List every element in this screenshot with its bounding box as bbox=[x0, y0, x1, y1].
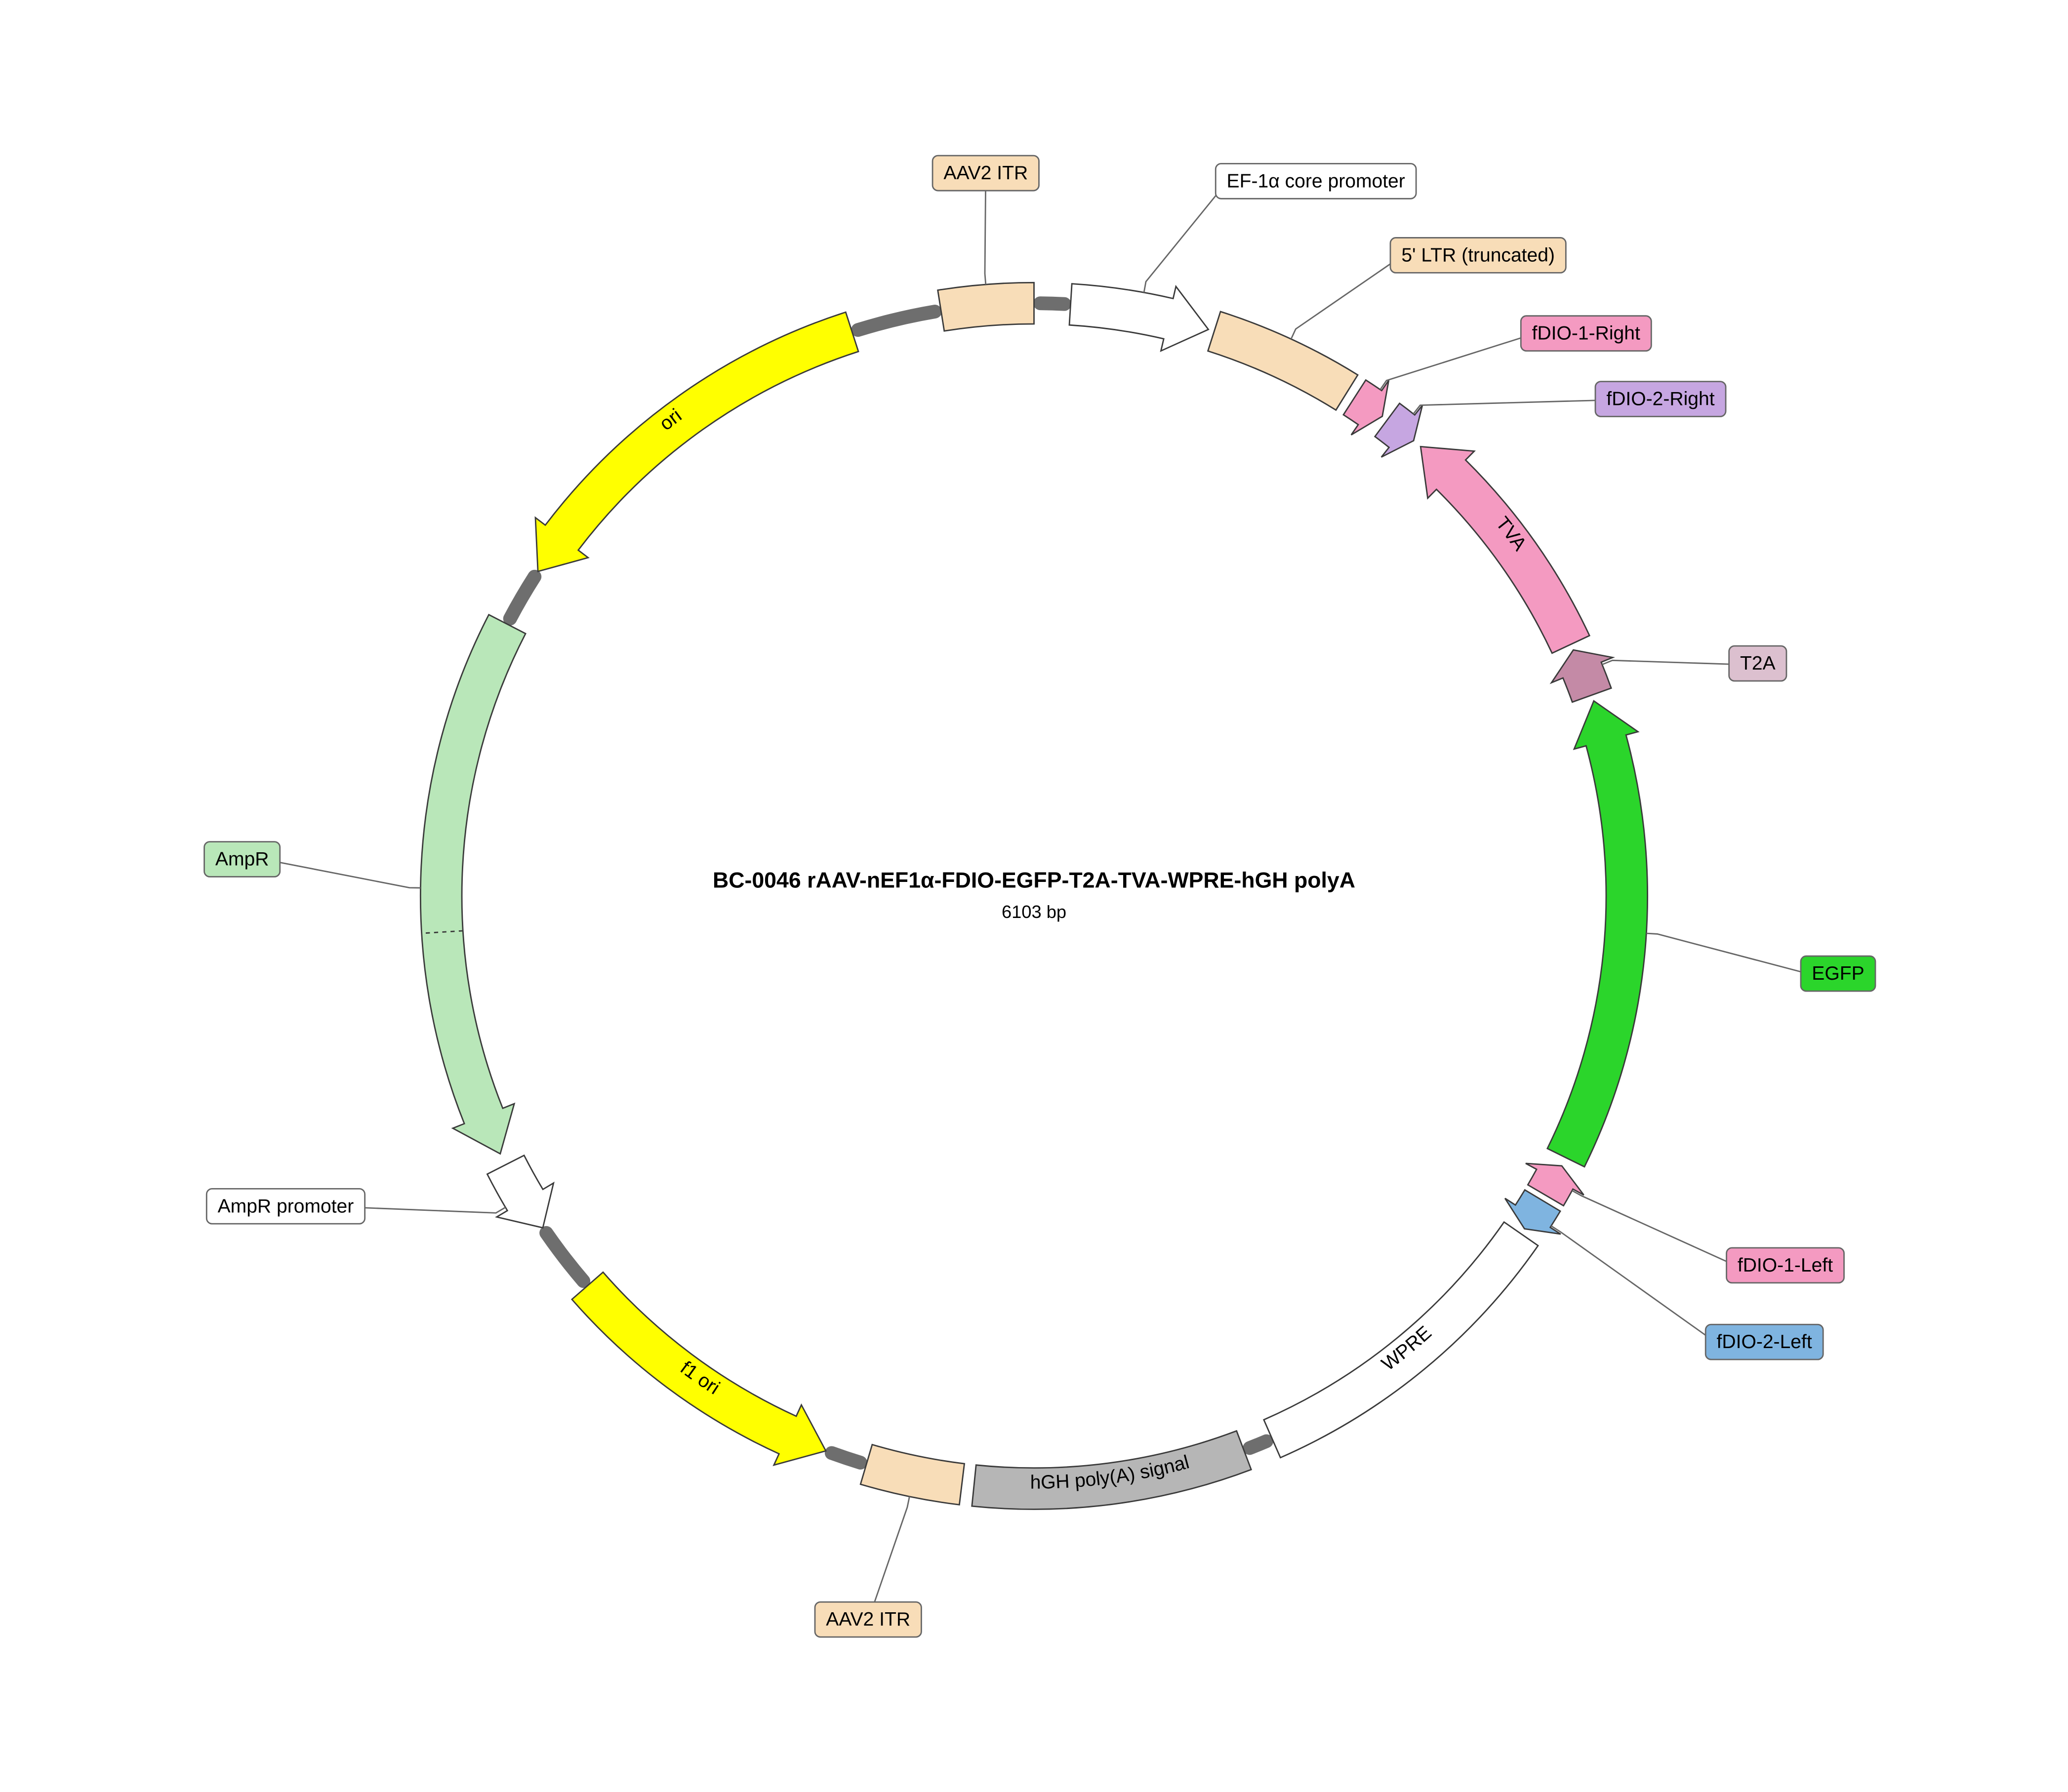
feature-t2a bbox=[1551, 650, 1613, 702]
label-leader bbox=[1551, 1226, 1717, 1343]
feature-ef1a_core bbox=[1069, 284, 1209, 351]
feature-f1_ori: f1 ori bbox=[572, 1272, 826, 1465]
feature-egfp bbox=[1547, 701, 1648, 1167]
feature-label-text: AmpR bbox=[215, 849, 269, 870]
feature-hgh_polya: hGH poly(A) signal bbox=[972, 1431, 1252, 1510]
label-leader bbox=[269, 860, 420, 888]
feature-label-text: fDIO-2-Right bbox=[1606, 389, 1714, 410]
features: TVA WPREhGH poly(A) signal f1 ori ori bbox=[420, 282, 1647, 1509]
label-leader bbox=[1291, 256, 1401, 339]
feature-ori: ori bbox=[535, 312, 858, 571]
feature-ltr5 bbox=[1208, 312, 1358, 410]
label-leader bbox=[354, 1207, 505, 1213]
plasmid-map-root: TVA WPREhGH poly(A) signal f1 ori ori AAV2 I… bbox=[0, 0, 2068, 1792]
label-leader bbox=[1572, 1191, 1738, 1267]
feature-label-text: AAV2 ITR bbox=[826, 1609, 910, 1630]
feature-ampr bbox=[420, 615, 526, 1154]
feature-label-text: 5' LTR (truncated) bbox=[1401, 244, 1555, 266]
plasmid-map-svg: TVA WPREhGH poly(A) signal f1 ori ori AAV2 I… bbox=[0, 0, 2068, 1792]
label-leader bbox=[1602, 660, 1740, 664]
feature-wpre: WPRE bbox=[1264, 1222, 1538, 1458]
feature-label-text: T2A bbox=[1740, 653, 1776, 674]
feature-label-text: EGFP bbox=[1812, 963, 1864, 984]
plasmid-title: BC-0046 rAAV-nEF1α-FDIO-EGFP-T2A-TVA-WPR… bbox=[713, 869, 1355, 893]
label-leader bbox=[1144, 182, 1226, 292]
label-leader bbox=[1414, 400, 1607, 414]
feature-tva: TVA bbox=[1420, 446, 1589, 653]
plasmid-size: 6103 bp bbox=[1002, 902, 1066, 922]
feature-ampr_prom bbox=[487, 1155, 553, 1228]
feature-label-text: fDIO-1-Right bbox=[1532, 323, 1640, 344]
feature-label-text: fDIO-1-Left bbox=[1738, 1255, 1833, 1276]
label-leader bbox=[1380, 334, 1532, 390]
feature-label-text: EF-1α core promoter bbox=[1227, 170, 1405, 192]
feature-label-text: AAV2 ITR bbox=[943, 162, 1028, 184]
feature-label-text: AmpR promoter bbox=[218, 1195, 354, 1217]
feature-aav2_itr_bot bbox=[860, 1444, 964, 1505]
feature-label-text: fDIO-2-Left bbox=[1717, 1331, 1812, 1353]
feature-aav2_itr_top bbox=[938, 282, 1034, 331]
label-leader bbox=[1646, 933, 1812, 975]
